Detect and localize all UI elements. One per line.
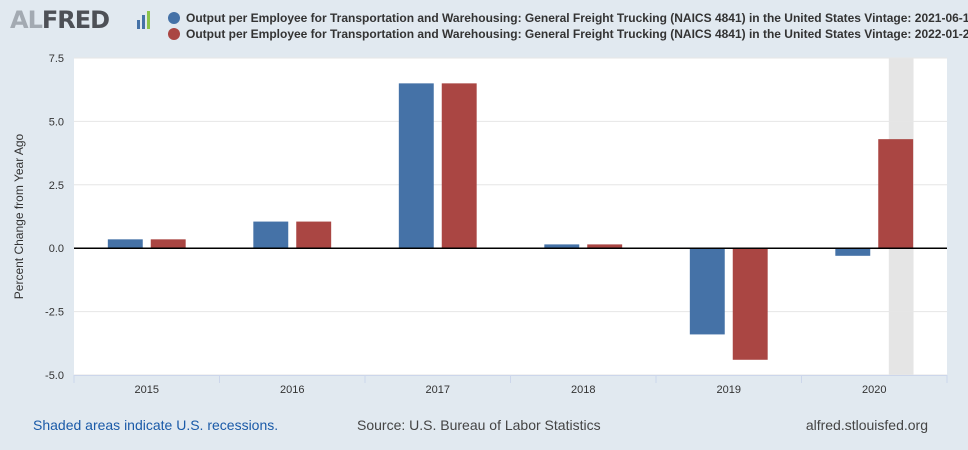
logo-fred-text: FRED [41, 6, 110, 34]
legend-item-series-2[interactable]: Output per Employee for Transportation a… [168, 26, 968, 42]
bar-series-1-2015 [107, 239, 143, 249]
legend-dot-series-1 [168, 12, 180, 24]
bar-series-1-2018 [544, 244, 580, 249]
bar-series-1-2016 [253, 221, 289, 249]
x-tick-label: 2019 [717, 384, 741, 396]
x-tick-label: 2020 [862, 384, 886, 396]
bar-series-1-2019 [689, 248, 725, 335]
site-link[interactable]: alfred.stlouisfed.org [805, 417, 928, 433]
legend-dot-series-2 [168, 28, 180, 40]
y-tick-label: 2.5 [49, 180, 64, 192]
bar-series-2-2020 [878, 139, 914, 249]
chart-logo-icon [137, 11, 150, 29]
recession-note-link[interactable]: Shaded areas indicate U.S. recessions. [33, 417, 279, 433]
x-tick-label: 2018 [571, 384, 595, 396]
bar-series-2-2017 [441, 83, 477, 249]
bar-series-2-2015 [150, 239, 186, 249]
bar-series-2-2016 [296, 221, 332, 249]
y-tick-label: 5.0 [49, 116, 64, 128]
x-tick-label: 2015 [135, 384, 159, 396]
chart-legend: Output per Employee for Transportation a… [168, 10, 968, 42]
y-tick-label: 7.5 [49, 53, 64, 65]
logo-al-text: AL [10, 6, 43, 34]
bar-series-1-2017 [398, 83, 434, 249]
x-tick-label: 2016 [280, 384, 304, 396]
alfred-logo[interactable]: ALFRED [10, 6, 110, 34]
legend-label-series-1: Output per Employee for Transportation a… [186, 11, 968, 25]
legend-item-series-1[interactable]: Output per Employee for Transportation a… [168, 10, 968, 26]
y-tick-label: 0.0 [49, 243, 64, 255]
y-tick-label: -2.5 [45, 307, 64, 319]
legend-label-series-2: Output per Employee for Transportation a… [186, 27, 968, 41]
bar-chart: -5.0 -2.5 0.0 2.5 5.0 7.5 2015 2016 2017 2018 2019… [12, 53, 948, 396]
source-text: Source: U.S. Bureau of Labor Statistics [357, 417, 601, 433]
y-axis-label: Percent Change from Year Ago [12, 133, 26, 299]
bar-series-2-2019 [732, 248, 768, 360]
y-tick-label: -5.0 [45, 370, 64, 382]
bar-series-1-2020 [835, 248, 871, 256]
plot-area [74, 58, 947, 375]
bar-series-2-2018 [587, 244, 623, 249]
x-tick-label: 2017 [426, 384, 450, 396]
